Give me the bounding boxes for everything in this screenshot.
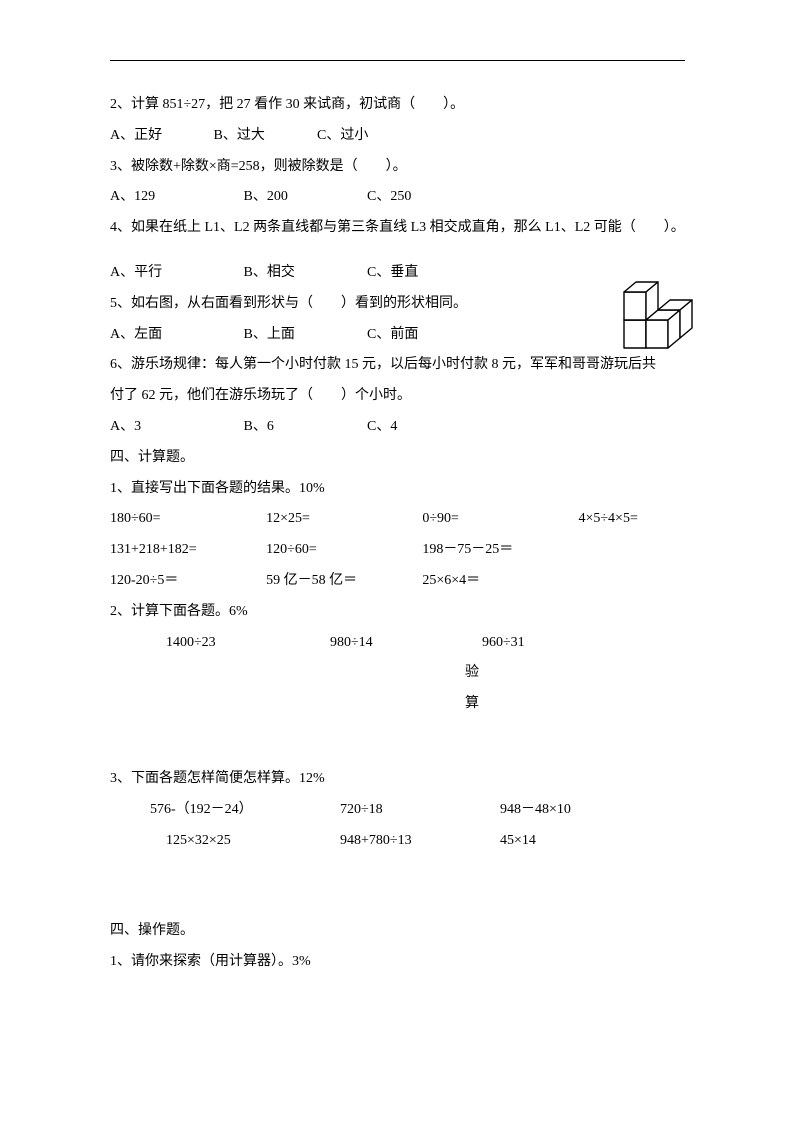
calc-cell: 45×14: [500, 826, 640, 857]
q6-opt-b: B、6: [244, 412, 364, 443]
q4-opt-a: A、平行: [110, 258, 240, 289]
q3-opt-c: C、250: [367, 182, 411, 213]
calc-p1-row0: 180÷60= 12×25= 0÷90= 4×5÷4×5=: [110, 504, 690, 535]
q6-opt-c: C、4: [367, 412, 397, 443]
q5-stem: 5、如右图，从右面看到形状与（ ）看到的形状相同。: [110, 289, 690, 320]
calc-cell: 0÷90=: [422, 504, 578, 535]
cube-figure: [616, 252, 708, 360]
calc-cell: [578, 566, 690, 597]
q6-stem-l2: 付了 62 元，他们在游乐场玩了（ ）个小时。: [110, 381, 690, 412]
calc-cell: 198－75－25＝: [422, 535, 578, 566]
calc-cell: 59 亿－58 亿＝: [266, 566, 422, 597]
q3-opt-b: B、200: [244, 182, 364, 213]
calc-cell: 120÷60=: [266, 535, 422, 566]
verify-l2: 算: [465, 689, 690, 720]
spacer: [110, 720, 690, 764]
page: 2、计算 851÷27，把 27 看作 30 来试商，初试商（ ）。 A、正好 …: [0, 0, 800, 1132]
q4-stem: 4、如果在纸上 L1、L2 两条直线都与第三条直线 L3 相交成直角，那么 L1…: [110, 213, 690, 244]
calc-cell: 960÷31: [482, 628, 622, 659]
calc-cell: 125×32×25: [166, 826, 340, 857]
calc-p1-row2: 120-20÷5＝ 59 亿－58 亿＝ 25×6×4＝: [110, 566, 690, 597]
q6-options: A、3 B、6 C、4: [110, 412, 690, 443]
calc-cell: 980÷14: [330, 628, 482, 659]
q4-options: A、平行 B、相交 C、垂直: [110, 258, 690, 289]
calc-part2-label: 2、计算下面各题。6%: [110, 597, 690, 628]
q3-options: A、129 B、200 C、250: [110, 182, 690, 213]
sec-ops-title: 四、操作题。: [110, 916, 690, 947]
spacer: [110, 244, 690, 258]
calc-cell: 120-20÷5＝: [110, 566, 266, 597]
q3-stem: 3、被除数+除数×商=258，则被除数是（ ）。: [110, 152, 690, 183]
q2-opt-b: B、过大: [214, 121, 314, 152]
verify-l1: 验: [465, 658, 690, 689]
calc-cell: 576-（192－24）: [150, 795, 340, 826]
sec-ops-p1: 1、请你来探索（用计算器）。3%: [110, 947, 690, 978]
q6-stem-l1: 6、游乐场规律：每人第一个小时付款 15 元，以后每小时付款 8 元，军军和哥哥…: [110, 350, 690, 381]
calc-cell: 4×5÷4×5=: [578, 504, 690, 535]
q4-opt-c: C、垂直: [367, 258, 418, 289]
calc-cell: 12×25=: [266, 504, 422, 535]
calc-part1-label: 1、直接写出下面各题的结果。10%: [110, 474, 690, 505]
q5-opt-c: C、前面: [367, 320, 418, 351]
calc-cell: [578, 535, 690, 566]
header-rule: [110, 60, 685, 61]
q2-options: A、正好 B、过大 C、过小: [110, 121, 690, 152]
q5-options: A、左面 B、上面 C、前面: [110, 320, 690, 351]
calc-cell: 1400÷23: [166, 628, 330, 659]
q2-opt-c: C、过小: [317, 121, 368, 152]
calc-cell: 948－48×10: [500, 795, 640, 826]
calc-part3-label: 3、下面各题怎样简便怎样算。12%: [110, 764, 690, 795]
calc-p3-row0: 576-（192－24） 720÷18 948－48×10: [110, 795, 690, 826]
calc-p3-row1: 125×32×25 948+780÷13 45×14: [110, 826, 690, 857]
spacer: [110, 856, 690, 916]
content: 2、计算 851÷27，把 27 看作 30 来试商，初试商（ ）。 A、正好 …: [110, 90, 690, 978]
calc-cell: 948+780÷13: [340, 826, 500, 857]
calc-cell: 131+218+182=: [110, 535, 266, 566]
calc-p2-row: 1400÷23 980÷14 960÷31: [110, 628, 690, 659]
q5-opt-b: B、上面: [244, 320, 364, 351]
sec-calc-title: 四、计算题。: [110, 443, 690, 474]
q2-opt-a: A、正好: [110, 121, 210, 152]
calc-cell: 180÷60=: [110, 504, 266, 535]
q5-opt-a: A、左面: [110, 320, 240, 351]
calc-cell: 25×6×4＝: [422, 566, 578, 597]
q2-stem: 2、计算 851÷27，把 27 看作 30 来试商，初试商（ ）。: [110, 90, 690, 121]
calc-cell: 720÷18: [340, 795, 500, 826]
q4-opt-b: B、相交: [244, 258, 364, 289]
calc-p1-row1: 131+218+182= 120÷60= 198－75－25＝: [110, 535, 690, 566]
q3-opt-a: A、129: [110, 182, 240, 213]
q6-opt-a: A、3: [110, 412, 240, 443]
